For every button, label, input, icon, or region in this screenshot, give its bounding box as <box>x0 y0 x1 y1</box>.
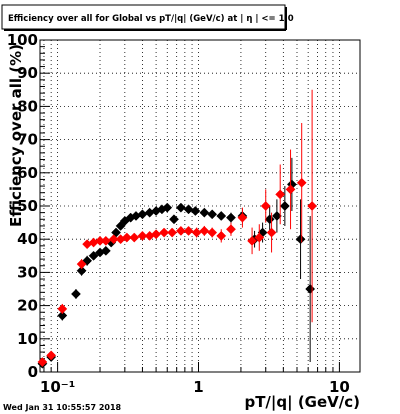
data-point <box>137 230 148 241</box>
data-point <box>175 225 186 236</box>
y-tick-label: 40 <box>17 230 38 248</box>
data-point <box>46 350 57 361</box>
data-point <box>275 189 286 200</box>
tick-labels: 0 10 20 30 40 50 60 70 80 90 100 10⁻¹ 1 10 <box>7 31 350 396</box>
series-group <box>37 89 318 367</box>
series-group <box>37 157 316 369</box>
chart-title-frame <box>1 4 286 30</box>
data-point <box>57 310 68 321</box>
data-point <box>159 227 170 238</box>
y-tick-label: 10 <box>17 330 38 348</box>
y-tick-label: 100 <box>7 31 38 49</box>
data-point <box>169 214 179 225</box>
y-tick-label: 60 <box>17 164 38 182</box>
y-tick-label: 50 <box>17 197 38 215</box>
data-point <box>82 255 93 266</box>
data-point <box>285 184 296 195</box>
data-point <box>76 265 87 276</box>
data-point <box>199 207 210 218</box>
data-point <box>216 230 227 241</box>
data-point <box>260 201 271 211</box>
data-point <box>307 201 318 211</box>
y-tick-label: 30 <box>17 263 38 281</box>
data-point <box>151 229 162 240</box>
data-point <box>207 209 218 220</box>
data-point <box>199 225 210 236</box>
data-point <box>183 225 194 236</box>
x-tick-label: 1 <box>193 378 203 396</box>
data-point <box>254 232 265 243</box>
data-point <box>295 234 306 245</box>
x-tick-label: 10⁻¹ <box>40 378 75 396</box>
y-tick-label: 20 <box>17 297 38 315</box>
data-point <box>167 227 178 238</box>
chart-title: Efficiency over all for Global vs pT/|q|… <box>8 14 294 24</box>
date-stamp: Wed Jan 31 10:55:57 2018 <box>3 403 122 412</box>
data-point <box>207 227 218 238</box>
x-axis-title: pT/|q| (GeV/c) <box>244 393 360 412</box>
axis-ticks <box>40 39 340 373</box>
data-point <box>279 201 290 211</box>
data-point <box>226 224 236 235</box>
data-point <box>57 303 68 314</box>
data-point <box>88 250 99 261</box>
y-tick-label: 90 <box>17 64 38 82</box>
data-point <box>162 202 173 213</box>
data-point <box>108 234 119 245</box>
data-point <box>264 214 275 225</box>
x-tick-label: 10 <box>329 378 350 396</box>
y-tick-label: 80 <box>17 97 38 115</box>
data-point <box>216 211 227 221</box>
data-point <box>175 202 186 213</box>
chart-title-box: Efficiency over all for Global vs pT/|q|… <box>1 4 294 31</box>
data-series <box>37 89 318 369</box>
data-point <box>76 259 87 270</box>
data-point <box>266 227 277 238</box>
y-tick-label: 0 <box>28 363 38 381</box>
data-point <box>71 289 81 299</box>
data-point <box>296 177 307 188</box>
data-point <box>100 245 111 256</box>
data-point <box>190 206 201 216</box>
data-point <box>183 204 194 215</box>
data-point <box>37 357 48 367</box>
data-point <box>237 212 248 223</box>
grid-lines <box>40 40 360 372</box>
data-point <box>226 212 236 223</box>
data-point <box>247 235 258 246</box>
data-point <box>121 232 132 243</box>
data-point <box>129 232 140 243</box>
y-axis-title: Efficiency over all (%) <box>7 44 25 227</box>
y-tick-label: 70 <box>17 131 38 149</box>
